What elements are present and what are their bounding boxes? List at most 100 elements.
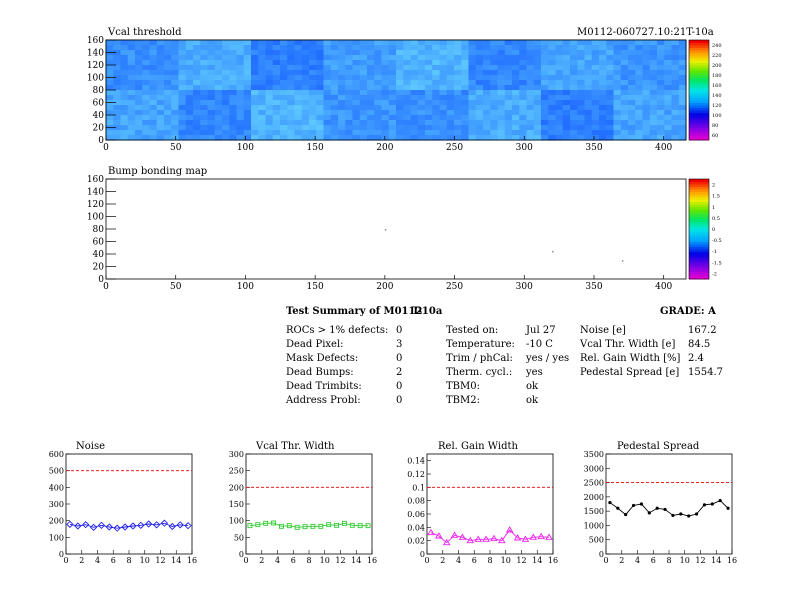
colorbar-band: [689, 65, 709, 68]
summary-temp-tag: T-10a: [412, 306, 443, 317]
map-cell: [678, 55, 687, 61]
map-cell: [526, 70, 535, 76]
map-cell: [367, 45, 375, 51]
map-cell: [330, 40, 339, 46]
map-cell: [512, 80, 520, 86]
x-tick-label: 2: [259, 556, 264, 565]
map-cell: [533, 50, 542, 56]
map-cell: [570, 105, 578, 111]
map-cell: [620, 130, 629, 136]
map-cell: [280, 80, 288, 86]
map-cell: [381, 105, 390, 111]
map-cell: [258, 125, 267, 131]
map-cell: [185, 120, 194, 126]
map-cell: [664, 65, 673, 71]
map-cell: [301, 90, 310, 96]
map-cell: [178, 65, 187, 71]
map-cell: [570, 70, 578, 76]
map-cell: [156, 75, 165, 81]
data-point: [184, 522, 192, 530]
map-cell: [678, 70, 687, 76]
y-tick-label: 100: [87, 74, 104, 84]
map-cell: [439, 135, 448, 141]
map-cell: [149, 110, 158, 116]
map-cell: [280, 60, 288, 66]
map-cell: [497, 40, 506, 46]
map-cell: [156, 95, 165, 101]
map-cell: [570, 120, 578, 126]
map-cell: [410, 40, 419, 46]
map-cell: [316, 120, 325, 126]
map-cell: [185, 115, 194, 121]
x-tick-label: 16: [548, 556, 558, 565]
y-tick-label: 200: [229, 483, 244, 492]
map-cell: [113, 70, 122, 76]
map-cell: [287, 135, 296, 141]
map-cell: [330, 50, 339, 56]
map-cell: [309, 40, 317, 46]
map-cell: [258, 60, 267, 66]
map-cell: [468, 85, 477, 91]
map-cell: [178, 110, 187, 116]
map-cell: [251, 65, 259, 71]
map-cell: [678, 100, 687, 106]
map-cell: [671, 45, 680, 51]
map-cell: [454, 40, 462, 46]
map-cell: [461, 120, 470, 126]
map-cell: [338, 75, 346, 81]
map-cell: [649, 60, 658, 66]
map-cell: [120, 40, 129, 46]
map-cell: [214, 65, 223, 71]
map-cell: [330, 100, 339, 106]
map-cell: [519, 115, 528, 121]
map-cell: [229, 70, 238, 76]
map-cell: [171, 65, 180, 71]
map-cell: [229, 100, 238, 106]
map-cell: [229, 105, 238, 111]
map-cell: [548, 115, 557, 121]
map-cell: [171, 55, 180, 61]
map-cell: [548, 120, 557, 126]
map-cell: [396, 70, 404, 76]
map-cell: [149, 95, 158, 101]
map-cell: [519, 45, 528, 51]
left-label: Dead Trimbits:: [286, 381, 362, 392]
map-cell: [606, 95, 615, 101]
map-cell: [142, 55, 151, 61]
map-cell: [106, 130, 114, 136]
map-cell: [396, 110, 404, 116]
map-cell: [120, 130, 129, 136]
map-cell: [664, 105, 673, 111]
y-tick-label: 120: [87, 61, 104, 71]
map-cell: [272, 55, 281, 61]
map-cell: [678, 125, 687, 131]
x-tick-label: 6: [111, 556, 116, 565]
map-cell: [294, 110, 303, 116]
map-cell: [374, 105, 383, 111]
map-cell: [425, 90, 433, 96]
map-cell: [425, 65, 433, 71]
map-cell: [265, 55, 274, 61]
map-cell: [657, 85, 665, 91]
map-cell: [258, 40, 267, 46]
colorbar-band: [689, 251, 709, 255]
map-cell: [359, 95, 368, 101]
y-tick-label: 0.12: [407, 470, 425, 479]
map-cell: [388, 130, 397, 136]
y-tick-label: 0: [599, 550, 604, 559]
map-cell: [432, 110, 441, 116]
map-cell: [142, 100, 151, 106]
map-cell: [606, 85, 615, 91]
map-cell: [280, 130, 288, 136]
y-tick-label: 200: [49, 517, 64, 526]
map-cell: [142, 105, 151, 111]
colorbar-band: [689, 122, 709, 126]
map-cell: [287, 100, 296, 106]
map-cell: [323, 90, 332, 96]
map-cell: [222, 135, 230, 141]
map-cell: [642, 130, 651, 136]
map-cell: [504, 55, 513, 61]
colorbar-tick-label: 120: [712, 103, 722, 109]
map-cell: [439, 95, 448, 101]
map-cell: [113, 125, 122, 131]
